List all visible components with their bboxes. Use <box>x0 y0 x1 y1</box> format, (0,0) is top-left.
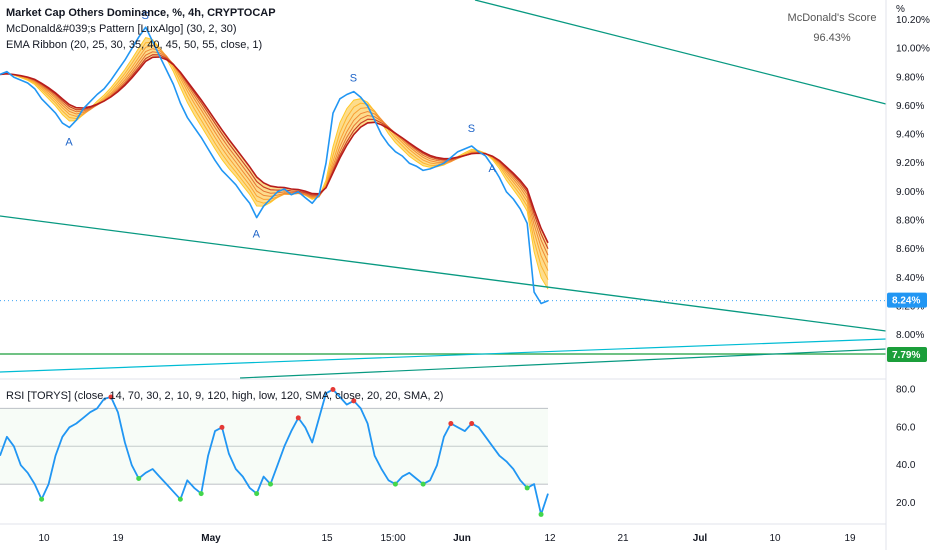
pattern-label-s-5: S <box>468 123 475 135</box>
rsi-legend: RSI [TORYS] (close, 14, 70, 30, 2, 10, 9… <box>6 388 443 404</box>
rsi-axis-tick: 20.0 <box>896 498 916 509</box>
price-axis-tick: 9.40% <box>896 130 924 141</box>
ema-line-30 <box>0 44 549 271</box>
rsi-low-dot <box>538 511 544 517</box>
ema-line-25 <box>0 41 549 280</box>
pattern-label-a-4: A <box>489 163 497 175</box>
rsi-pane[interactable] <box>0 386 549 517</box>
level-tag-bg <box>887 347 927 362</box>
rsi-series-line <box>0 388 549 516</box>
time-axis-tick: 19 <box>112 533 124 544</box>
price-axis-tick: 9.60% <box>896 101 924 112</box>
legend-rsi-indicator[interactable]: RSI [TORYS] (close, 14, 70, 30, 2, 10, 9… <box>6 390 444 402</box>
rsi-high-dot <box>351 398 357 404</box>
time-axis-tick: Jun <box>453 533 471 544</box>
time-axis-tick: Jul <box>693 533 708 544</box>
price-axis-tick: 10.20% <box>896 15 930 26</box>
price-axis-tick: 8.60% <box>896 244 924 255</box>
rsi-low-dot <box>39 496 45 502</box>
score-label: McDonald's Score <box>787 12 877 24</box>
pattern-label-a-3: A <box>253 229 261 241</box>
legend-ema-indicator[interactable]: EMA Ribbon (20, 25, 30, 35, 40, 45, 50, … <box>6 39 263 51</box>
rsi-axis-tick: 40.0 <box>896 460 916 471</box>
price-axis-unit: % <box>896 4 905 15</box>
rsi-low-dot <box>268 481 274 487</box>
price-axis-tick: 8.80% <box>896 215 924 226</box>
time-axis-tick: 19 <box>844 533 856 544</box>
rsi-low-dot <box>254 491 260 497</box>
rsi-low-dot <box>198 491 204 497</box>
legend: Market Cap Others Dominance, %, 4h, CRYP… <box>6 5 276 53</box>
rsi-high-dot <box>469 421 475 427</box>
time-axis-tick: 10 <box>769 533 781 544</box>
time-axis-tick: 15:00 <box>380 533 405 544</box>
legend-main-title[interactable]: Market Cap Others Dominance, %, 4h, CRYP… <box>6 7 276 19</box>
price-axis-tick: 10.00% <box>896 44 930 55</box>
price-axis-tick: 8.00% <box>896 330 924 341</box>
pattern-label-s-2: S <box>350 73 357 85</box>
rsi-high-dot <box>219 424 225 430</box>
rsi-high-dot <box>295 415 301 421</box>
rsi-low-dot <box>136 475 142 481</box>
price-axis-tick: 9.00% <box>896 187 924 198</box>
trendline-upper <box>474 0 887 105</box>
price-axis-tick: 9.80% <box>896 72 924 83</box>
rsi-band-fill <box>0 408 548 485</box>
rsi-axis-tick: 60.0 <box>896 422 916 433</box>
trendline-bottom <box>239 348 887 379</box>
trendline-lower <box>0 215 887 332</box>
rsi-high-dot <box>448 421 454 427</box>
rsi-low-dot <box>177 496 183 502</box>
ema-ribbon-fill <box>0 37 548 290</box>
rsi-axis-tick: 80.0 <box>896 384 916 395</box>
trendline-cyan <box>0 338 887 373</box>
legend-pattern-indicator[interactable]: McDonald&#039;s Pattern [LuxAlgo] (30, 2… <box>6 23 237 35</box>
price-axis-tick: 9.20% <box>896 158 924 169</box>
time-axis-tick: May <box>201 533 221 544</box>
pattern-label-s-1: S <box>142 10 149 22</box>
time-axis-tick: 10 <box>38 533 50 544</box>
rsi-high-dot <box>330 386 336 392</box>
price-tag: 8.24% <box>892 296 920 307</box>
price-tag-bg <box>887 292 927 308</box>
price-pane[interactable]: A S S A A S <box>0 0 887 379</box>
time-axis-tick: 12 <box>544 533 556 544</box>
price-series-line <box>0 26 549 305</box>
rsi-low-dot <box>420 481 426 487</box>
time-axis-tick: 15 <box>321 533 333 544</box>
time-axis-tick: 21 <box>617 533 629 544</box>
price-axis-tick: 8.40% <box>896 273 924 284</box>
pattern-label-a-0: A <box>65 136 73 148</box>
rsi-low-dot <box>524 485 530 491</box>
rsi-low-dot <box>392 481 398 487</box>
level-tag: 7.79% <box>892 350 920 361</box>
score-panel: McDonald's Score 96.43% <box>770 12 894 44</box>
score-value: 96.43% <box>813 32 851 44</box>
ema-line-55 <box>0 56 549 244</box>
rsi-high-dot <box>108 394 114 400</box>
